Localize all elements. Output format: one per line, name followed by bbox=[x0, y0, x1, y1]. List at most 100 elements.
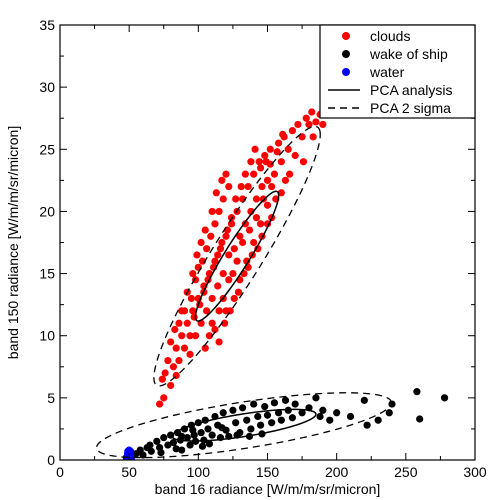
data-point bbox=[212, 189, 220, 197]
data-point bbox=[207, 232, 215, 240]
y-tick-label: 30 bbox=[39, 79, 55, 95]
data-point bbox=[309, 133, 317, 141]
data-point bbox=[326, 416, 334, 424]
data-point bbox=[259, 195, 267, 203]
data-point bbox=[388, 400, 396, 408]
data-point bbox=[227, 214, 236, 222]
data-point bbox=[294, 120, 302, 129]
data-point bbox=[208, 207, 216, 216]
data-point bbox=[222, 170, 230, 178]
pca-analysis-ellipse-clouds bbox=[194, 190, 280, 322]
data-point bbox=[215, 307, 223, 315]
data-point bbox=[204, 425, 212, 433]
series-water bbox=[123, 446, 135, 460]
data-point bbox=[236, 232, 244, 240]
data-point bbox=[225, 276, 233, 284]
data-point bbox=[256, 220, 265, 228]
data-point bbox=[218, 176, 226, 184]
legend-entry: clouds bbox=[342, 28, 410, 44]
data-point bbox=[288, 414, 296, 422]
data-point bbox=[230, 245, 238, 253]
data-point bbox=[312, 394, 320, 402]
data-point bbox=[194, 263, 202, 271]
data-point bbox=[239, 238, 247, 247]
data-point bbox=[256, 164, 265, 172]
data-point bbox=[193, 251, 201, 259]
y-tick-label: 0 bbox=[47, 452, 55, 468]
data-point bbox=[243, 416, 251, 424]
data-point bbox=[218, 238, 226, 247]
data-point bbox=[180, 307, 189, 315]
data-point bbox=[215, 338, 223, 346]
data-point bbox=[219, 195, 227, 203]
data-point bbox=[178, 332, 186, 340]
data-point bbox=[191, 332, 200, 340]
data-point bbox=[440, 394, 449, 402]
data-point bbox=[218, 424, 226, 432]
data-point bbox=[189, 307, 197, 315]
legend-marker bbox=[342, 32, 350, 40]
data-point bbox=[203, 307, 211, 315]
data-point bbox=[161, 369, 169, 377]
legend-label: PCA 2 sigma bbox=[370, 100, 451, 116]
data-point bbox=[302, 114, 310, 122]
data-point bbox=[360, 396, 368, 404]
data-point bbox=[226, 307, 234, 315]
data-point bbox=[281, 176, 290, 184]
pca-2sigma-ellipse-wake-of-ship bbox=[95, 392, 393, 459]
series-clouds bbox=[156, 108, 327, 408]
data-point bbox=[266, 160, 274, 168]
data-point bbox=[277, 189, 285, 197]
x-tick-label: 50 bbox=[121, 464, 137, 480]
data-point bbox=[251, 145, 259, 153]
data-point bbox=[256, 421, 265, 429]
x-tick-label: 150 bbox=[256, 464, 280, 480]
data-point bbox=[254, 412, 262, 421]
y-tick-label: 15 bbox=[39, 266, 55, 282]
data-point bbox=[270, 399, 279, 407]
legend-marker bbox=[342, 68, 350, 76]
data-point bbox=[201, 344, 209, 352]
data-point bbox=[189, 269, 197, 278]
data-point bbox=[237, 182, 245, 191]
data-point bbox=[178, 446, 186, 454]
data-point bbox=[160, 394, 168, 402]
data-point bbox=[186, 441, 194, 449]
data-point bbox=[180, 344, 189, 352]
data-point bbox=[169, 363, 178, 371]
data-point bbox=[153, 437, 161, 445]
data-point bbox=[214, 251, 222, 259]
data-point bbox=[208, 431, 216, 439]
data-point bbox=[219, 409, 227, 417]
data-point bbox=[247, 425, 255, 433]
data-point bbox=[164, 441, 172, 449]
data-point bbox=[239, 404, 247, 412]
data-point bbox=[284, 145, 292, 153]
data-point bbox=[169, 439, 178, 447]
data-point bbox=[215, 207, 223, 216]
data-point bbox=[225, 251, 233, 259]
x-axis-label: band 16 radiance [W/m/m/sr/micron] bbox=[155, 481, 381, 497]
data-point bbox=[227, 220, 236, 228]
data-point bbox=[183, 434, 191, 442]
data-point bbox=[171, 325, 179, 334]
data-point bbox=[244, 182, 252, 191]
data-point bbox=[205, 332, 213, 340]
data-point bbox=[147, 447, 155, 455]
data-point bbox=[252, 195, 261, 203]
y-tick-label: 35 bbox=[39, 17, 55, 33]
data-point bbox=[273, 148, 281, 156]
data-point bbox=[305, 120, 313, 129]
axis-ticks: 0 50 100 150 200 250 300 0 5 10 15 20 25 30 35 bbox=[39, 17, 486, 480]
data-point bbox=[229, 269, 237, 278]
data-point bbox=[274, 139, 283, 147]
data-point bbox=[250, 400, 258, 408]
data-point bbox=[247, 158, 255, 166]
legend-label: wake of ship bbox=[369, 46, 448, 62]
data-point bbox=[252, 214, 261, 222]
data-point bbox=[219, 269, 227, 278]
data-point bbox=[255, 158, 263, 166]
data-point bbox=[268, 182, 276, 191]
data-point bbox=[286, 170, 294, 178]
data-point bbox=[225, 182, 233, 191]
